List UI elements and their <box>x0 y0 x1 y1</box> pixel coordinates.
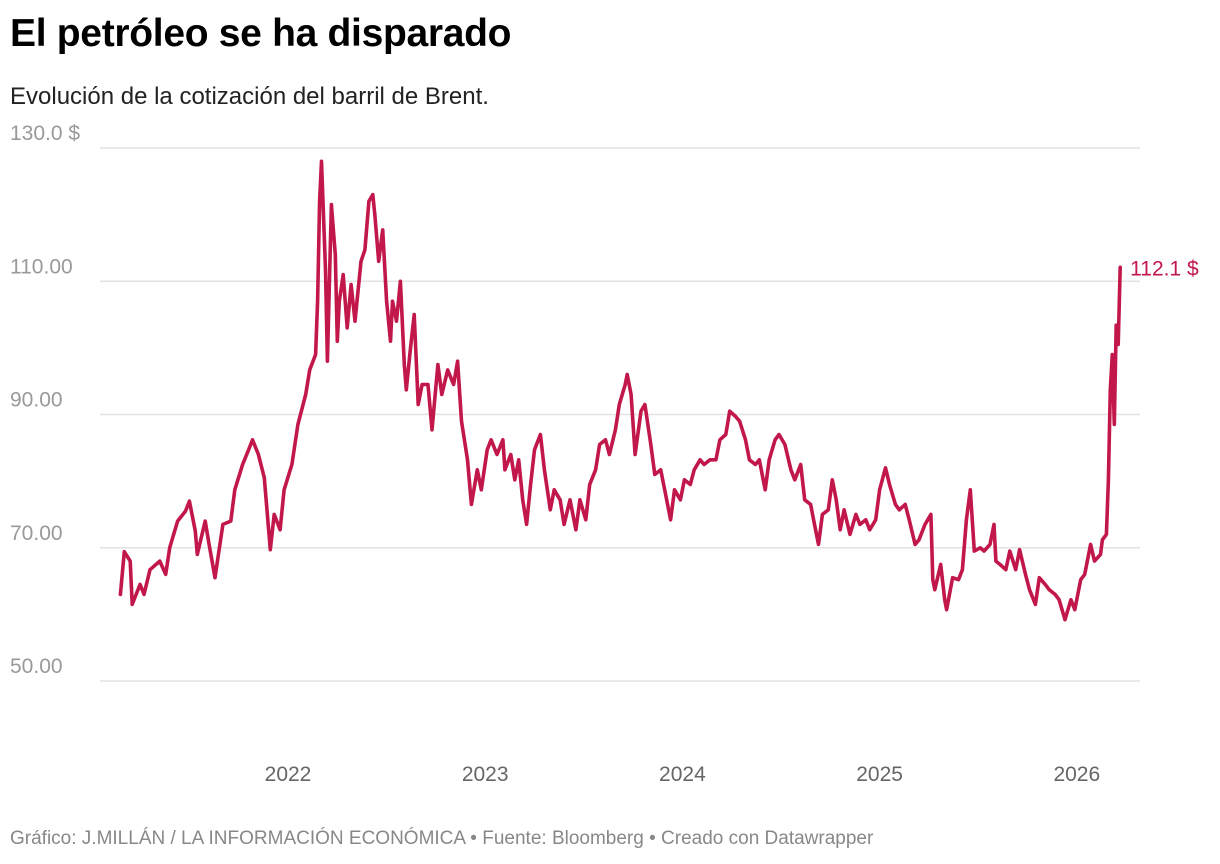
x-tick-label: 2024 <box>659 763 706 786</box>
chart-title: El petróleo se ha disparado <box>10 12 512 55</box>
y-tick-label: 50.00 <box>10 655 63 678</box>
end-value-label: 112.1 $ <box>1130 257 1199 280</box>
x-axis: 2022 2023 2024 2025 2026 <box>265 763 1101 786</box>
x-tick-label: 2022 <box>265 763 312 786</box>
source-footer: Gráfico: J.MILLÁN / LA INFORMACIÓN ECONÓ… <box>10 828 874 849</box>
y-tick-label: 130.0 $ <box>10 122 80 145</box>
y-tick-label: 110.00 <box>10 255 73 278</box>
y-tick-label: 70.00 <box>10 522 63 545</box>
x-tick-label: 2026 <box>1053 763 1100 786</box>
y-axis: 130.0 $ 110.00 90.00 70.00 50.00 <box>10 122 80 678</box>
y-tick-label: 90.00 <box>10 389 63 412</box>
x-tick-label: 2023 <box>462 763 509 786</box>
gridlines <box>100 147 1140 682</box>
brent-price-line <box>118 159 1122 622</box>
x-tick-label: 2025 <box>856 763 903 786</box>
chart-subtitle: Evolución de la cotización del barril de… <box>10 83 489 110</box>
